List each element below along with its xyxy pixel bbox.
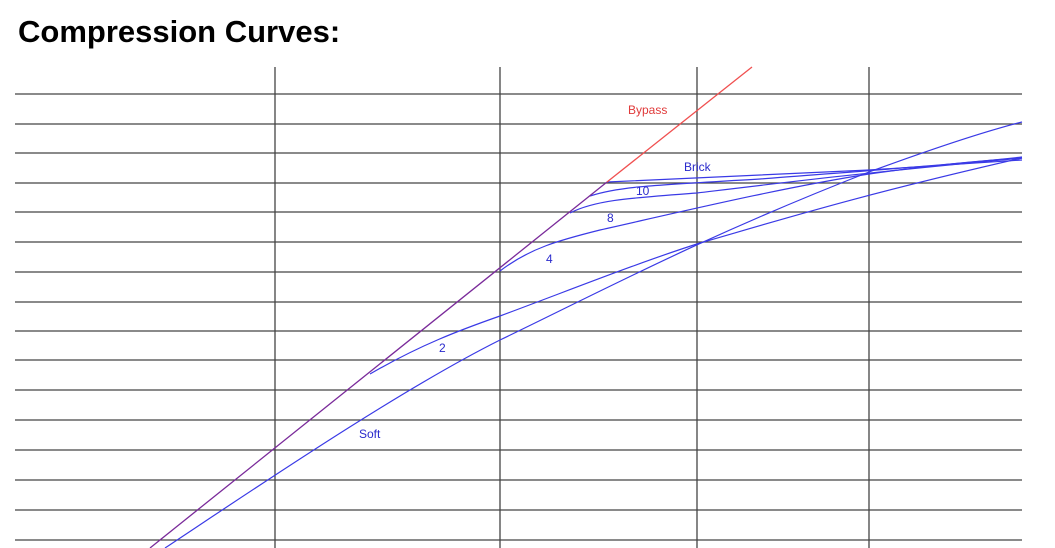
brick-label: Brick xyxy=(684,160,712,174)
ratio4-label: 4 xyxy=(546,252,553,266)
bypass-overlap xyxy=(149,181,608,548)
bypass-label: Bypass xyxy=(628,103,667,117)
soft-curve xyxy=(164,121,1023,548)
soft-label: Soft xyxy=(359,427,381,441)
ratio2-curve xyxy=(369,157,1023,375)
ratio2-label: 2 xyxy=(439,341,446,355)
ratio10-label: 10 xyxy=(636,184,650,198)
ratio8-curve xyxy=(569,157,1023,214)
page-title: Compression Curves: xyxy=(18,14,340,49)
bypass-curve xyxy=(606,66,753,183)
ratio10-curve xyxy=(589,156,1023,197)
brick-curve xyxy=(606,159,1023,183)
ratio8-label: 8 xyxy=(607,211,614,225)
grid xyxy=(15,67,1022,548)
